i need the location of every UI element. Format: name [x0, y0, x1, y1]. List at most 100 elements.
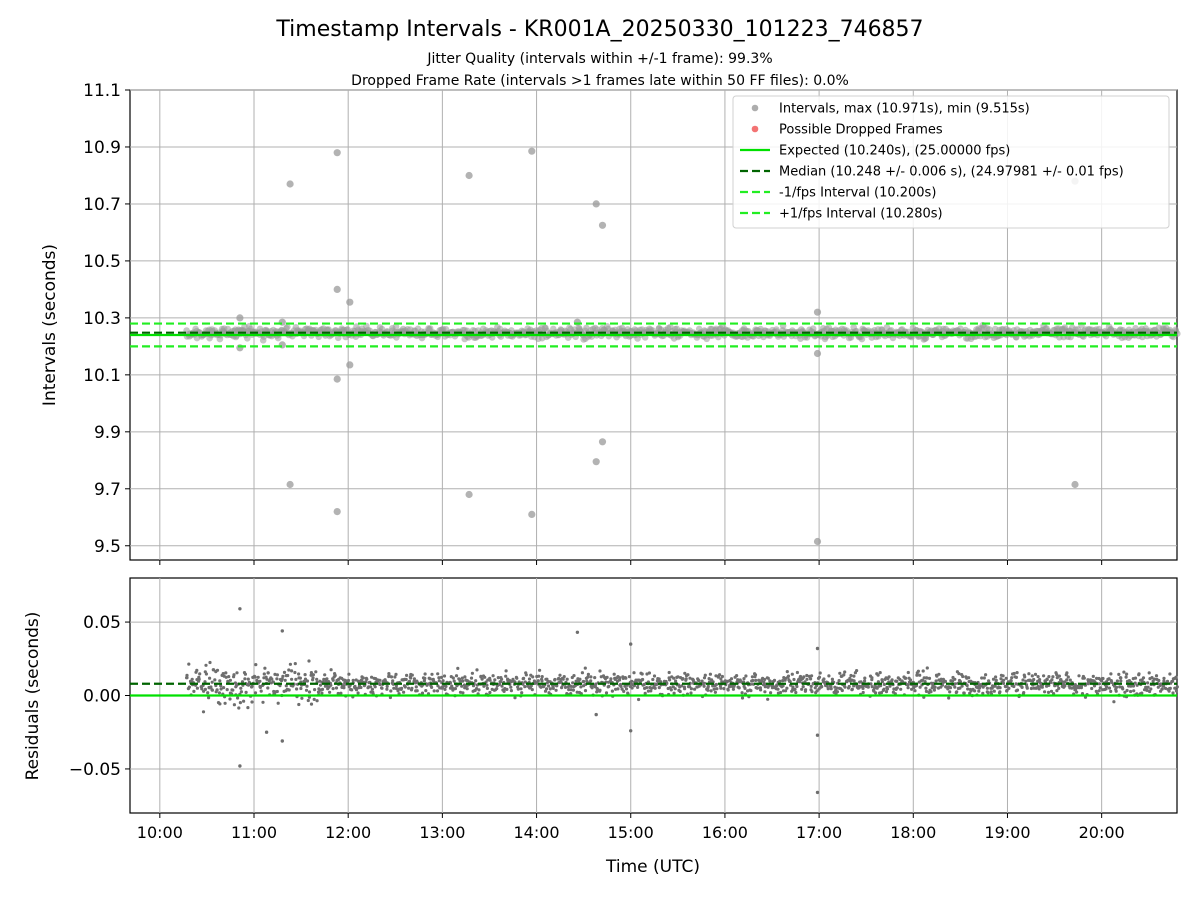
- residual-point: [876, 680, 881, 684]
- residual-point: [589, 675, 593, 679]
- residual-point: [707, 677, 711, 681]
- residual-point: [1147, 671, 1151, 675]
- residual-point: [309, 702, 314, 706]
- residual-point: [850, 687, 854, 691]
- residual-point: [218, 679, 222, 683]
- residual-point: [290, 669, 294, 673]
- residual-point: [852, 679, 856, 683]
- interval-outlier-point: [598, 221, 607, 229]
- residual-point: [700, 679, 704, 683]
- residual-point: [500, 677, 504, 681]
- x-tick-label: 17:00: [796, 823, 842, 842]
- residual-point: [228, 678, 232, 682]
- residual-point: [790, 672, 794, 676]
- interval-outlier-point: [346, 361, 354, 369]
- residual-point: [1174, 689, 1178, 693]
- residual-point: [929, 690, 933, 694]
- residual-point: [960, 684, 964, 688]
- chart-title: Timestamp Intervals - KR001A_20250330_10…: [275, 17, 923, 42]
- residual-point: [749, 689, 753, 693]
- residual-point: [984, 673, 988, 677]
- residual-point: [1161, 684, 1166, 688]
- residual-point: [706, 688, 710, 692]
- residual-point: [916, 669, 921, 673]
- residual-point: [731, 687, 736, 691]
- residual-point: [689, 691, 693, 695]
- residual-point: [829, 687, 833, 691]
- residual-point: [636, 685, 640, 690]
- residual-point: [762, 680, 766, 685]
- interval-point: [241, 323, 248, 330]
- residual-point: [235, 671, 239, 675]
- residual-point: [313, 688, 317, 692]
- residual-point: [453, 687, 457, 691]
- residual-point: [659, 680, 663, 684]
- residual-outlier-point: [238, 764, 242, 768]
- residual-point: [781, 679, 785, 683]
- residual-point: [287, 688, 291, 692]
- residual-point: [958, 680, 963, 684]
- residual-point: [527, 677, 532, 681]
- residual-point: [1107, 677, 1111, 681]
- interval-outlier-point: [286, 180, 294, 188]
- residual-point: [551, 686, 555, 691]
- residual-point: [755, 686, 760, 690]
- residual-point: [219, 687, 223, 691]
- residual-point: [504, 674, 508, 678]
- interval-outlier-point: [286, 480, 294, 489]
- residual-point: [742, 677, 746, 681]
- residual-point: [555, 684, 559, 688]
- residual-point: [224, 671, 228, 675]
- residual-point: [818, 671, 822, 675]
- residual-point: [475, 668, 479, 672]
- residual-outlier-point: [629, 729, 633, 733]
- x-tick-label: 11:00: [231, 823, 277, 842]
- residual-point: [407, 686, 411, 690]
- residual-point: [553, 678, 557, 682]
- residual-point: [339, 691, 343, 695]
- legend-label: -1/fps Interval (10.200s): [779, 186, 936, 201]
- residual-point: [1033, 672, 1038, 677]
- residual-point: [540, 679, 544, 683]
- residual-point: [204, 672, 208, 676]
- residual-point: [210, 680, 214, 684]
- residual-point: [522, 676, 526, 681]
- residual-point: [1137, 672, 1141, 676]
- residual-point: [785, 670, 789, 674]
- residual-point: [219, 684, 223, 688]
- residual-point: [509, 685, 513, 689]
- residual-point: [293, 662, 297, 666]
- residual-point: [906, 683, 910, 687]
- residual-point: [378, 678, 382, 682]
- residual-point: [993, 684, 997, 688]
- residual-point: [206, 691, 210, 695]
- residual-point: [1045, 677, 1049, 682]
- residual-point: [763, 690, 767, 694]
- residual-point: [809, 684, 813, 689]
- residual-point: [461, 679, 465, 683]
- residual-point: [346, 678, 351, 683]
- residual-point: [998, 690, 1002, 694]
- residual-point: [1131, 684, 1136, 688]
- residual-point: [479, 674, 483, 678]
- residual-point: [400, 686, 404, 690]
- residual-point: [632, 684, 637, 688]
- residual-point: [843, 685, 847, 689]
- residual-point: [256, 675, 260, 679]
- residual-point: [879, 691, 884, 695]
- residual-point: [1055, 673, 1059, 677]
- residual-point: [315, 677, 319, 681]
- residual-point: [258, 685, 262, 690]
- residual-point: [1149, 687, 1153, 691]
- residual-point: [578, 677, 582, 681]
- residual-point: [737, 686, 741, 690]
- residual-point: [187, 685, 191, 689]
- residual-point: [924, 686, 928, 690]
- residual-point: [1063, 684, 1067, 688]
- residual-point: [1038, 678, 1042, 682]
- residual-point: [530, 688, 534, 692]
- residual-point: [785, 686, 789, 690]
- residual-point: [619, 684, 623, 689]
- residual-point: [817, 675, 822, 679]
- residual-outlier-point: [238, 607, 242, 611]
